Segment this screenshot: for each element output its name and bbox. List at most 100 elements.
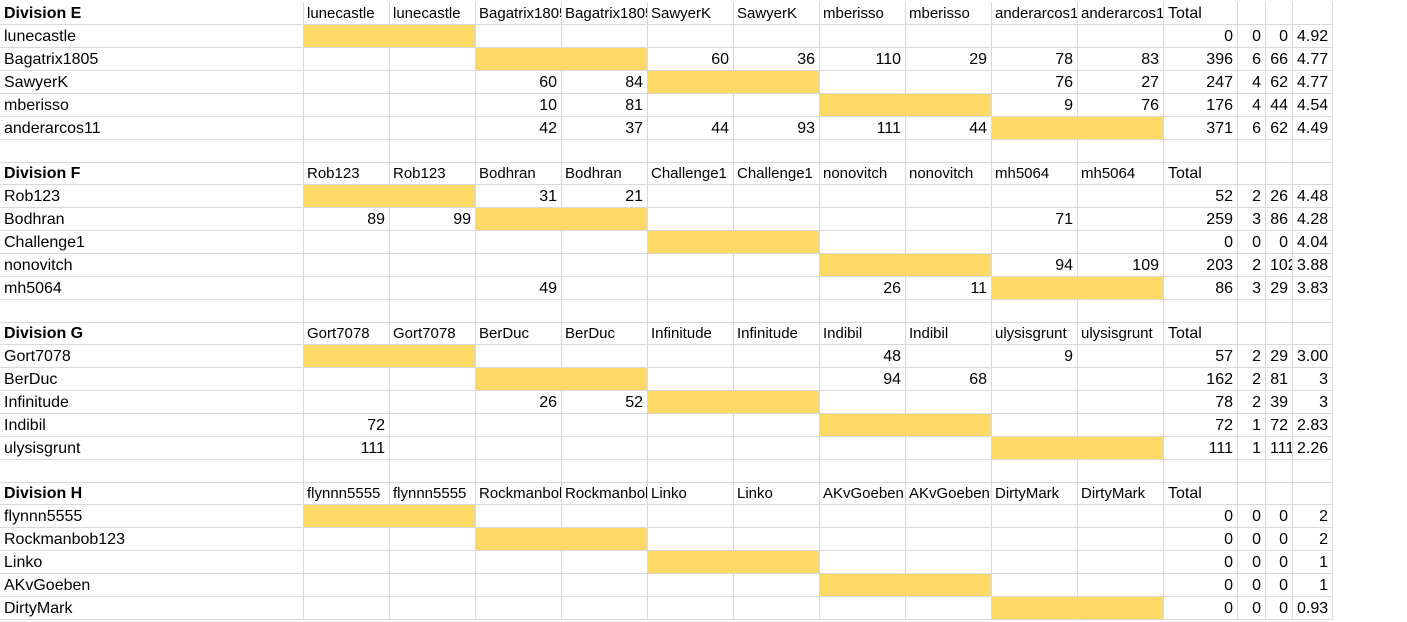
score-cell[interactable]: [476, 597, 562, 620]
division-title-cell[interactable]: Division H: [0, 482, 304, 505]
score-cell[interactable]: [562, 345, 648, 368]
score-cell[interactable]: [992, 551, 1078, 574]
column-header-cell[interactable]: SawyerK: [734, 2, 820, 25]
score-cell[interactable]: [648, 277, 734, 300]
empty-cell[interactable]: [476, 460, 562, 483]
score-cell[interactable]: [390, 71, 476, 94]
average-cell[interactable]: 62: [1266, 71, 1293, 94]
score-cell[interactable]: [304, 94, 390, 117]
score-cell[interactable]: 11: [906, 277, 992, 300]
score-cell[interactable]: [992, 505, 1078, 528]
empty-cell[interactable]: [1293, 482, 1333, 505]
score-cell[interactable]: [648, 414, 734, 437]
score-cell[interactable]: [390, 48, 476, 71]
score-cell[interactable]: [304, 254, 390, 277]
empty-cell[interactable]: [1164, 460, 1238, 483]
rating-cell[interactable]: 2.26: [1293, 437, 1333, 460]
self-match-cell[interactable]: [390, 345, 476, 368]
score-cell[interactable]: [648, 368, 734, 391]
score-cell[interactable]: [390, 437, 476, 460]
score-cell[interactable]: [820, 185, 906, 208]
score-cell[interactable]: [734, 277, 820, 300]
division-title-cell[interactable]: Division F: [0, 162, 304, 185]
score-cell[interactable]: [476, 345, 562, 368]
self-match-cell[interactable]: [1078, 277, 1164, 300]
score-cell[interactable]: 94: [820, 368, 906, 391]
column-header-cell[interactable]: Linko: [648, 482, 734, 505]
average-cell[interactable]: 72: [1266, 414, 1293, 437]
rating-cell[interactable]: 3.88: [1293, 254, 1333, 277]
self-match-cell[interactable]: [1078, 437, 1164, 460]
column-header-cell[interactable]: BerDuc: [476, 322, 562, 345]
player-name-cell[interactable]: mh5064: [0, 277, 304, 300]
self-match-cell[interactable]: [734, 231, 820, 254]
games-cell[interactable]: 0: [1238, 574, 1266, 597]
total-header-cell[interactable]: Total: [1164, 322, 1238, 345]
empty-cell[interactable]: [1238, 300, 1266, 323]
games-cell[interactable]: 0: [1238, 528, 1266, 551]
empty-cell[interactable]: [648, 460, 734, 483]
average-cell[interactable]: 29: [1266, 277, 1293, 300]
score-cell[interactable]: 9: [992, 345, 1078, 368]
games-cell[interactable]: 6: [1238, 48, 1266, 71]
score-cell[interactable]: [1078, 208, 1164, 231]
games-cell[interactable]: 0: [1238, 231, 1266, 254]
total-cell[interactable]: 0: [1164, 505, 1238, 528]
self-match-cell[interactable]: [820, 254, 906, 277]
score-cell[interactable]: [820, 597, 906, 620]
column-header-cell[interactable]: nonovitch: [820, 162, 906, 185]
score-cell[interactable]: [820, 528, 906, 551]
average-cell[interactable]: 0: [1266, 597, 1293, 620]
score-cell[interactable]: [734, 574, 820, 597]
score-cell[interactable]: [906, 25, 992, 48]
player-name-cell[interactable]: nonovitch: [0, 254, 304, 277]
score-cell[interactable]: [906, 551, 992, 574]
score-cell[interactable]: [562, 437, 648, 460]
self-match-cell[interactable]: [390, 25, 476, 48]
division-title-cell[interactable]: Division G: [0, 322, 304, 345]
score-cell[interactable]: [992, 231, 1078, 254]
rating-cell[interactable]: 3.00: [1293, 345, 1333, 368]
column-header-cell[interactable]: BerDuc: [562, 322, 648, 345]
column-header-cell[interactable]: AKvGoeben: [820, 482, 906, 505]
score-cell[interactable]: 9: [992, 94, 1078, 117]
score-cell[interactable]: [734, 208, 820, 231]
score-cell[interactable]: [648, 528, 734, 551]
games-cell[interactable]: 6: [1238, 117, 1266, 140]
score-cell[interactable]: [1078, 231, 1164, 254]
games-cell[interactable]: 4: [1238, 71, 1266, 94]
column-header-cell[interactable]: anderarcos11: [1078, 2, 1164, 25]
score-cell[interactable]: 71: [992, 208, 1078, 231]
self-match-cell[interactable]: [992, 437, 1078, 460]
score-cell[interactable]: 72: [304, 414, 390, 437]
score-cell[interactable]: 110: [820, 48, 906, 71]
empty-cell[interactable]: [906, 300, 992, 323]
self-match-cell[interactable]: [390, 505, 476, 528]
empty-cell[interactable]: [1266, 300, 1293, 323]
score-cell[interactable]: 76: [1078, 94, 1164, 117]
score-cell[interactable]: [734, 185, 820, 208]
score-cell[interactable]: [648, 437, 734, 460]
self-match-cell[interactable]: [992, 117, 1078, 140]
score-cell[interactable]: [734, 94, 820, 117]
score-cell[interactable]: [562, 277, 648, 300]
empty-cell[interactable]: [304, 300, 390, 323]
empty-cell[interactable]: [1266, 162, 1293, 185]
total-cell[interactable]: 0: [1164, 231, 1238, 254]
score-cell[interactable]: [648, 185, 734, 208]
self-match-cell[interactable]: [476, 528, 562, 551]
average-cell[interactable]: 26: [1266, 185, 1293, 208]
player-name-cell[interactable]: Challenge1: [0, 231, 304, 254]
rating-cell[interactable]: 1: [1293, 551, 1333, 574]
column-header-cell[interactable]: flynnn5555: [390, 482, 476, 505]
total-cell[interactable]: 0: [1164, 551, 1238, 574]
average-cell[interactable]: 86: [1266, 208, 1293, 231]
score-cell[interactable]: [992, 368, 1078, 391]
average-cell[interactable]: 0: [1266, 551, 1293, 574]
average-cell[interactable]: 66: [1266, 48, 1293, 71]
total-cell[interactable]: 259: [1164, 208, 1238, 231]
score-cell[interactable]: [562, 25, 648, 48]
score-cell[interactable]: 111: [304, 437, 390, 460]
column-header-cell[interactable]: flynnn5555: [304, 482, 390, 505]
score-cell[interactable]: [390, 551, 476, 574]
